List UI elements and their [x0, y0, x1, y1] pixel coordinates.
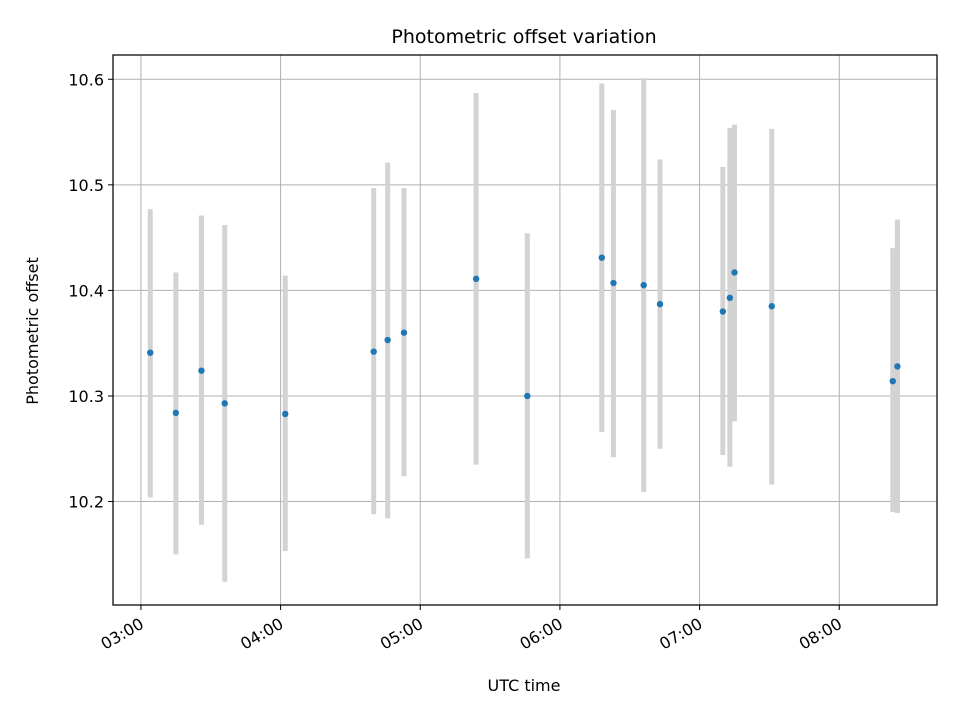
- y-axis-label: Photometric offset: [23, 257, 42, 405]
- data-point: [889, 377, 896, 385]
- data-point: [726, 294, 734, 302]
- y-tick-label: 10.3: [68, 387, 104, 406]
- data-point: [719, 308, 727, 315]
- data-point: [147, 349, 154, 356]
- data-point: [640, 281, 647, 289]
- data-point: [894, 363, 901, 370]
- data-point: [731, 269, 738, 276]
- x-axis-label: UTC time: [488, 676, 561, 695]
- data-point: [656, 300, 664, 308]
- data-point: [221, 400, 228, 407]
- data-point: [524, 392, 531, 400]
- y-tick-label: 10.2: [68, 493, 104, 512]
- data-point: [384, 336, 391, 344]
- y-tick-label: 10.4: [68, 281, 104, 300]
- data-point: [472, 275, 480, 283]
- plot-frame: [112, 54, 938, 606]
- data-point: [610, 279, 617, 287]
- data-point: [370, 348, 377, 355]
- data-point: [598, 254, 606, 261]
- data-points: [147, 254, 901, 418]
- y-axis-ticks: 10.2 10.3 10.4 10.5 10.6: [68, 70, 113, 512]
- chart-title: Photometric offset variation: [391, 26, 656, 48]
- data-point: [172, 409, 180, 417]
- data-point: [282, 410, 289, 418]
- data-point: [400, 329, 408, 336]
- data-point: [768, 303, 775, 310]
- y-tick-label: 10.6: [68, 70, 104, 89]
- y-tick-label: 10.5: [68, 176, 104, 195]
- data-point: [198, 367, 205, 374]
